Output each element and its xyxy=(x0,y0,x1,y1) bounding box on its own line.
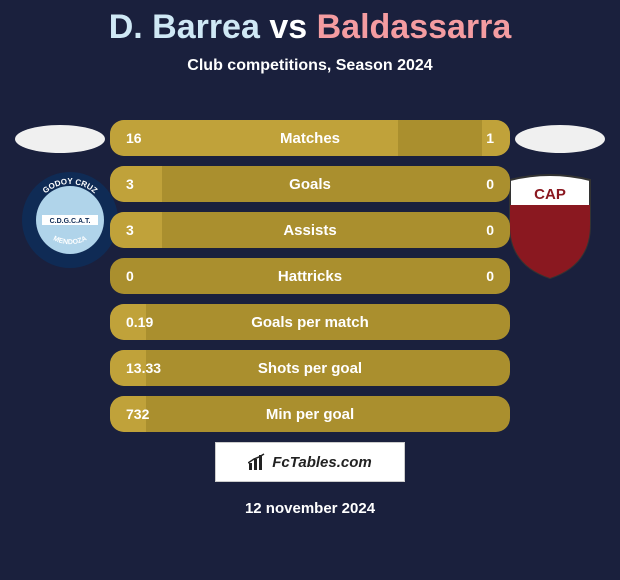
bar-left-fill xyxy=(110,212,162,248)
bar-track xyxy=(110,258,510,294)
bar-left-fill xyxy=(110,120,398,156)
brand-text: FcTables.com xyxy=(272,454,371,471)
bar-right-fill xyxy=(482,120,510,156)
stat-row: Goals per match0.19 xyxy=(110,304,510,340)
subtitle: Club competitions, Season 2024 xyxy=(0,57,620,75)
club-crest-left: C.D.G.C.A.T. GODOY CRUZ MENDOZA xyxy=(20,170,120,270)
bar-track xyxy=(110,304,510,340)
vs-separator: vs xyxy=(260,8,317,46)
comparison-infographic: D. Barrea vs Baldassarra Club competitio… xyxy=(0,0,620,580)
stat-row: Matches161 xyxy=(110,120,510,156)
bar-track xyxy=(110,350,510,386)
bar-left-fill xyxy=(110,396,146,432)
stat-row: Hattricks00 xyxy=(110,258,510,294)
bar-track xyxy=(110,212,510,248)
stat-row: Shots per goal13.33 xyxy=(110,350,510,386)
crest-center-text: C.D.G.C.A.T. xyxy=(50,218,91,225)
bar-left-fill xyxy=(110,304,146,340)
club-crest-right: CAP xyxy=(500,170,600,270)
bar-track xyxy=(110,166,510,202)
shield-text: CAP xyxy=(534,186,566,203)
date: 12 november 2024 xyxy=(0,500,620,517)
flag-right xyxy=(515,125,605,153)
stat-row: Assists30 xyxy=(110,212,510,248)
bar-track xyxy=(110,120,510,156)
bar-chart-icon xyxy=(248,453,266,471)
shield-bottom xyxy=(510,205,590,278)
brand-box[interactable]: FcTables.com xyxy=(215,442,405,482)
stat-row: Goals30 xyxy=(110,166,510,202)
bar-track xyxy=(110,396,510,432)
stat-bars: Matches161 Goals30 Assists30 Hattricks00 Goa… xyxy=(110,120,510,442)
page-title: D. Barrea vs Baldassarra xyxy=(0,0,620,47)
player-left-name: D. Barrea xyxy=(109,8,260,46)
stat-row: Min per goal732 xyxy=(110,396,510,432)
player-right-name: Baldassarra xyxy=(317,8,512,46)
bar-left-fill xyxy=(110,350,146,386)
bar-left-fill xyxy=(110,166,162,202)
flag-left xyxy=(15,125,105,153)
